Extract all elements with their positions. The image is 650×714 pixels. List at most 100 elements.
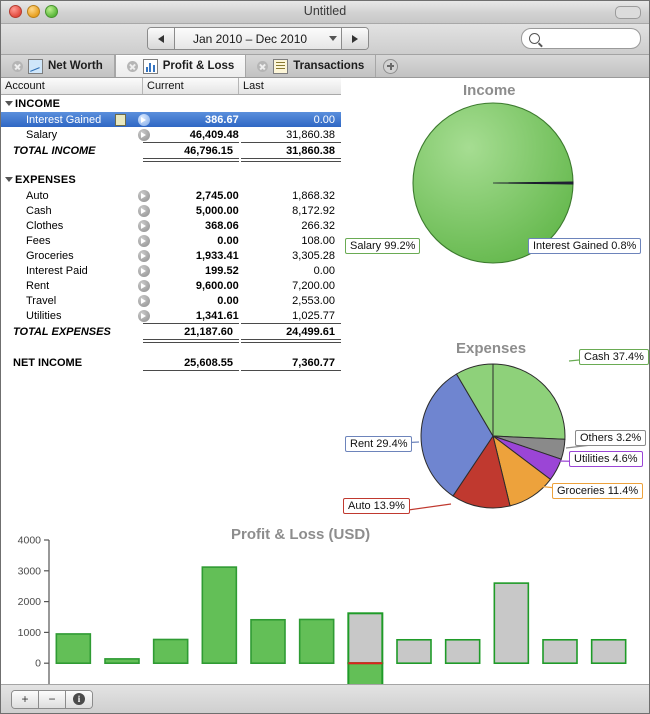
tab-net-worth[interactable]: Net Worth	[1, 55, 115, 77]
row-current-value: 9,600.00	[195, 279, 239, 292]
y-tick-label: 0	[35, 658, 41, 670]
row-drilldown-button[interactable]	[133, 113, 154, 126]
row-last-value: 266.32	[301, 219, 335, 232]
row-current-value: 1,933.41	[195, 249, 239, 262]
group-header-expenses[interactable]: EXPENSES	[1, 171, 341, 188]
table-rule	[1, 339, 341, 343]
row-current-value: 46,796.15	[184, 144, 233, 157]
add-account-button[interactable]: +	[12, 690, 39, 708]
tab-profit-loss[interactable]: Profit & Loss	[114, 55, 247, 77]
previous-period-button[interactable]	[148, 28, 175, 49]
date-range-dropdown-button[interactable]	[325, 28, 341, 49]
expense-row-list: Auto 2,745.00 1,868.32 Cash 5,000.00 8,172.92…	[1, 188, 341, 323]
row-drilldown-button[interactable]	[133, 128, 154, 141]
table-row[interactable]: Clothes 368.06 266.32	[1, 218, 341, 233]
bar-actual	[152, 638, 189, 665]
arrow-right-icon	[137, 234, 150, 247]
table-row[interactable]: Interest Gained 386.67 0.00	[1, 112, 341, 127]
income-pie-chart	[412, 102, 574, 264]
table-row[interactable]: Rent 9,600.00 7,200.00	[1, 278, 341, 293]
search-field[interactable]	[521, 28, 641, 49]
row-last-value: 31,860.38	[286, 128, 335, 141]
toolbar-toggle-button[interactable]	[615, 6, 641, 19]
table-row[interactable]: Auto 2,745.00 1,868.32	[1, 188, 341, 203]
group-label: INCOME	[15, 98, 61, 110]
search-input[interactable]	[544, 31, 636, 46]
pie-label-others: Others 3.2%	[575, 430, 647, 446]
minimize-window-icon[interactable]	[27, 5, 40, 18]
close-icon[interactable]	[12, 60, 23, 72]
next-period-button[interactable]	[341, 28, 368, 49]
arrow-right-icon	[137, 128, 150, 141]
segmented-control: + − i	[11, 689, 93, 709]
row-account-name: Interest Paid	[26, 264, 88, 277]
account-table: Account Current Last INCOME Interest Gai…	[1, 78, 341, 371]
window-title: Untitled	[303, 4, 347, 18]
table-row[interactable]: Salary 46,409.48 31,860.38	[1, 127, 341, 142]
close-icon[interactable]	[126, 60, 138, 72]
chevron-left-icon	[158, 34, 164, 43]
column-header-account[interactable]: Account	[1, 78, 143, 94]
row-drilldown-button[interactable]	[133, 309, 154, 322]
add-tab-button[interactable]	[376, 55, 405, 77]
row-drilldown-button[interactable]	[133, 264, 154, 277]
table-row[interactable]: Utilities 1,341.61 1,025.77	[1, 308, 341, 323]
bar-actual	[298, 618, 335, 664]
row-current-value: 199.52	[205, 264, 239, 277]
date-range-label[interactable]: Jan 2010 – Dec 2010	[175, 28, 325, 49]
transactions-icon	[273, 58, 289, 74]
row-last-value: 24,499.61	[286, 325, 335, 338]
window-titlebar: Untitled	[1, 1, 649, 24]
row-account-name: Clothes	[26, 219, 64, 232]
date-range-control[interactable]: Jan 2010 – Dec 2010	[147, 27, 369, 50]
column-header-current[interactable]: Current	[143, 78, 239, 94]
income-chart-title: Income	[463, 82, 516, 99]
row-drilldown-button[interactable]	[133, 219, 154, 232]
row-account-name: Utilities	[26, 309, 62, 322]
profit-loss-icon	[142, 58, 158, 74]
bar-actual	[104, 658, 140, 665]
column-header-last[interactable]: Last	[243, 80, 264, 92]
remove-account-button[interactable]: −	[39, 690, 66, 708]
tab-label: Profit & Loss	[162, 60, 235, 72]
y-tick-label: 2000	[18, 596, 42, 608]
account-info-button[interactable]: i	[66, 690, 92, 708]
disclosure-triangle-icon[interactable]	[5, 177, 13, 182]
row-drilldown-button[interactable]	[133, 189, 154, 202]
table-row[interactable]: Fees 0.00 108.00	[1, 233, 341, 248]
bar-group	[493, 582, 530, 665]
search-icon	[529, 33, 540, 44]
bar-projected	[493, 582, 530, 665]
zoom-window-icon[interactable]	[45, 5, 58, 18]
bar-chart-title: Profit & Loss (USD)	[231, 526, 371, 543]
pie-slice-rent	[420, 373, 494, 497]
arrow-right-icon	[137, 279, 150, 292]
table-row[interactable]: Interest Paid 199.52 0.00	[1, 263, 341, 278]
tab-label: Transactions	[293, 60, 365, 72]
close-icon[interactable]	[257, 60, 269, 72]
table-row[interactable]: Travel 0.00 2,553.00	[1, 293, 341, 308]
arrow-right-icon	[137, 113, 150, 126]
row-current-value: 5,000.00	[195, 204, 239, 217]
group-header-income[interactable]: INCOME	[1, 95, 341, 112]
bar-group	[396, 638, 432, 664]
row-drilldown-button[interactable]	[133, 234, 154, 247]
row-current-value: 25,608.55	[184, 356, 233, 369]
bar-group	[444, 638, 481, 664]
row-drilldown-button[interactable]	[133, 249, 154, 262]
row-current-value: 0.00	[217, 234, 239, 247]
row-drilldown-button[interactable]	[133, 279, 154, 292]
bar-selected-positive	[347, 612, 384, 665]
close-window-icon[interactable]	[9, 5, 22, 18]
disclosure-triangle-icon[interactable]	[5, 101, 13, 106]
arrow-right-icon	[137, 309, 150, 322]
row-last-value: 0.00	[313, 113, 335, 126]
row-drilldown-button[interactable]	[133, 294, 154, 307]
table-row[interactable]: Cash 5,000.00 8,172.92	[1, 203, 341, 218]
tab-transactions[interactable]: Transactions	[246, 55, 377, 77]
bottom-toolbar: + − i	[1, 684, 649, 713]
table-row[interactable]: Groceries 1,933.41 3,305.28	[1, 248, 341, 263]
row-drilldown-button[interactable]	[133, 204, 154, 217]
table-total-row: TOTAL INCOME 46,796.15 31,860.38	[1, 143, 341, 158]
